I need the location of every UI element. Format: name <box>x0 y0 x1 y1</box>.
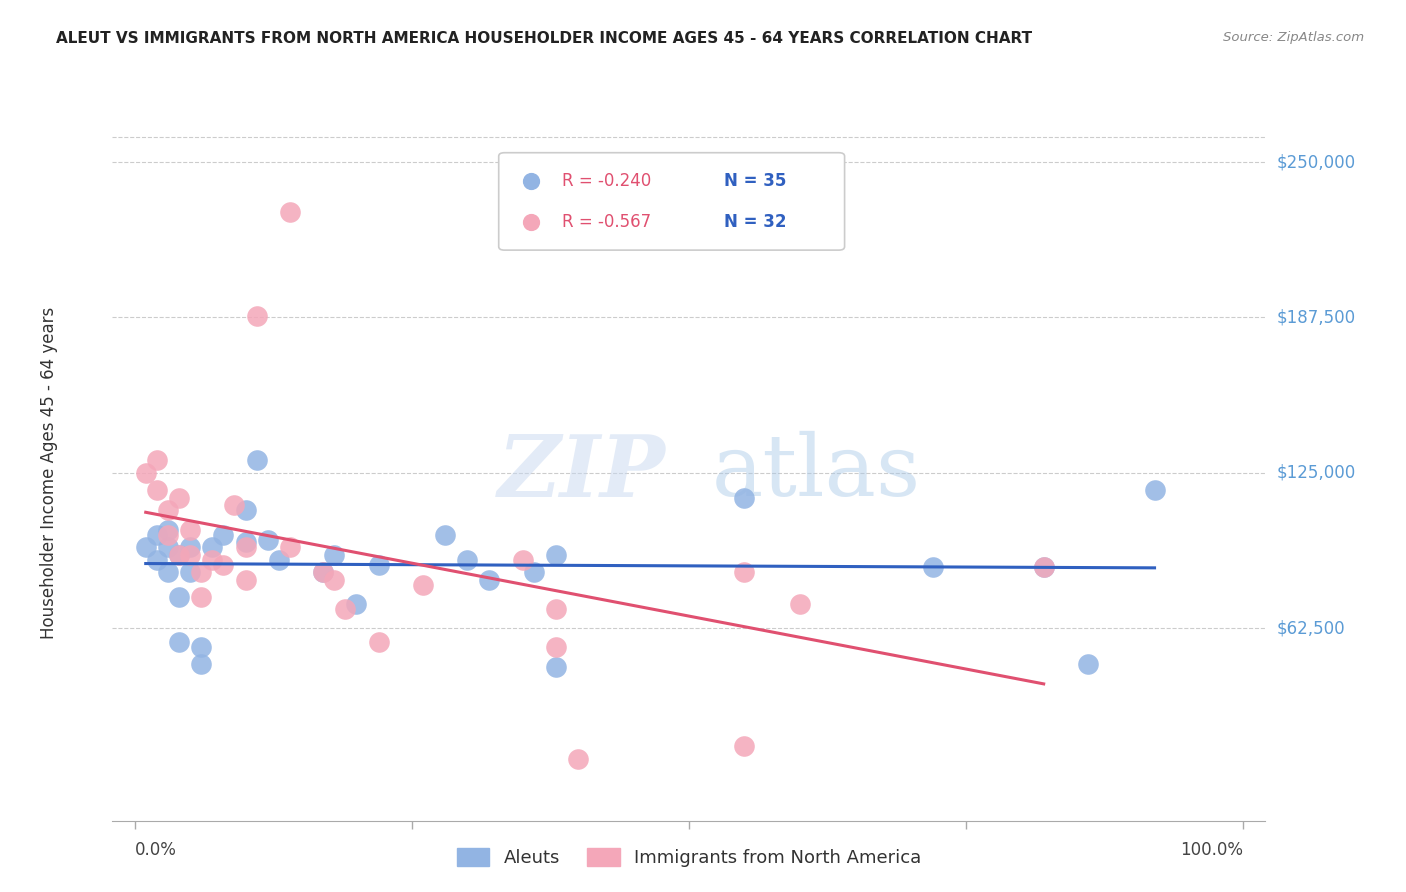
Point <box>512 552 534 567</box>
Text: $250,000: $250,000 <box>1277 153 1355 171</box>
Point <box>167 590 190 604</box>
Point <box>567 751 589 765</box>
Point <box>245 453 267 467</box>
Point <box>323 548 346 562</box>
Point <box>190 565 212 579</box>
Point <box>1143 483 1166 498</box>
Point <box>733 739 755 753</box>
Point <box>135 466 157 480</box>
Text: ALEUT VS IMMIGRANTS FROM NORTH AMERICA HOUSEHOLDER INCOME AGES 45 - 64 YEARS COR: ALEUT VS IMMIGRANTS FROM NORTH AMERICA H… <box>56 31 1032 46</box>
Point <box>544 640 567 654</box>
Point <box>212 558 235 572</box>
Point <box>135 541 157 555</box>
Point <box>156 541 179 555</box>
Point <box>167 548 190 562</box>
Point <box>156 528 179 542</box>
Point <box>156 503 179 517</box>
Point <box>146 483 169 498</box>
Point <box>344 598 367 612</box>
Point <box>544 602 567 616</box>
Point <box>224 498 246 512</box>
Point <box>245 310 267 324</box>
Point <box>201 552 224 567</box>
Text: $125,000: $125,000 <box>1277 464 1355 482</box>
Text: 0.0%: 0.0% <box>135 840 177 858</box>
Point <box>235 573 257 587</box>
Text: atlas: atlas <box>711 431 921 515</box>
Text: R = -0.240: R = -0.240 <box>562 171 651 189</box>
Point <box>278 541 301 555</box>
Point <box>921 560 943 574</box>
Text: N = 32: N = 32 <box>724 213 786 231</box>
Text: $187,500: $187,500 <box>1277 309 1355 326</box>
Point <box>190 640 212 654</box>
Point <box>323 573 346 587</box>
Point <box>146 528 169 542</box>
Point <box>312 565 335 579</box>
Point <box>434 528 457 542</box>
Point <box>235 541 257 555</box>
Text: Householder Income Ages 45 - 64 years: Householder Income Ages 45 - 64 years <box>39 307 58 639</box>
Point <box>167 491 190 505</box>
Point <box>267 552 290 567</box>
Point <box>156 565 179 579</box>
Point <box>367 558 389 572</box>
Point <box>733 491 755 505</box>
Point <box>179 523 201 537</box>
Point <box>278 205 301 219</box>
Point <box>544 659 567 673</box>
Point <box>335 602 357 616</box>
Point <box>312 565 335 579</box>
Point <box>733 565 755 579</box>
Text: R = -0.567: R = -0.567 <box>562 213 651 231</box>
Point <box>146 552 169 567</box>
Point <box>179 541 201 555</box>
Text: $62,500: $62,500 <box>1277 619 1346 637</box>
Point <box>212 528 235 542</box>
Point <box>146 453 169 467</box>
Point <box>235 535 257 549</box>
Point <box>167 548 190 562</box>
Point <box>456 552 478 567</box>
Point <box>367 634 389 648</box>
Point <box>789 598 811 612</box>
Point <box>235 503 257 517</box>
Point <box>190 657 212 671</box>
Text: 100.0%: 100.0% <box>1180 840 1243 858</box>
Point <box>201 541 224 555</box>
Point <box>179 565 201 579</box>
Point <box>544 548 567 562</box>
FancyBboxPatch shape <box>499 153 845 250</box>
Text: Source: ZipAtlas.com: Source: ZipAtlas.com <box>1223 31 1364 45</box>
Text: ZIP: ZIP <box>498 431 666 515</box>
Point <box>412 577 434 591</box>
Point <box>156 523 179 537</box>
Point <box>256 533 278 547</box>
Point <box>1032 560 1054 574</box>
Point <box>190 590 212 604</box>
Point <box>167 634 190 648</box>
Point <box>526 776 548 790</box>
Text: N = 35: N = 35 <box>724 171 786 189</box>
Point <box>478 573 501 587</box>
Point <box>1077 657 1099 671</box>
Point <box>526 776 548 790</box>
Legend: Aleuts, Immigrants from North America: Aleuts, Immigrants from North America <box>450 840 928 874</box>
Point <box>179 548 201 562</box>
Point <box>1032 560 1054 574</box>
Point <box>523 565 546 579</box>
